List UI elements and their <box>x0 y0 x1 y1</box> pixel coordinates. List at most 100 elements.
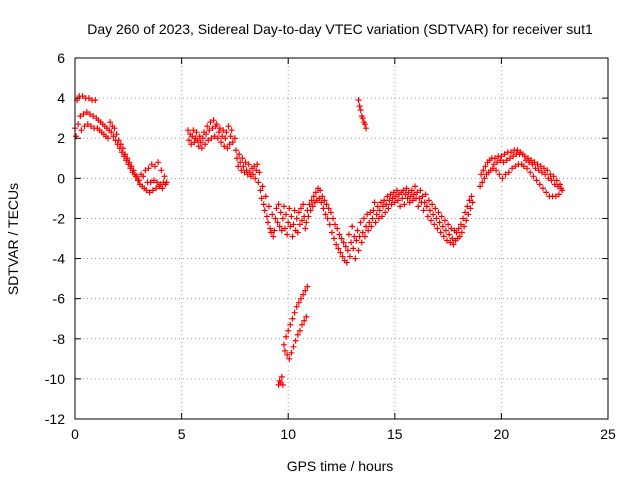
data-point <box>532 165 539 172</box>
data-point <box>408 187 415 194</box>
data-point <box>400 187 407 194</box>
data-point <box>449 235 456 242</box>
data-point <box>239 155 246 162</box>
data-point <box>442 227 449 234</box>
data-point <box>386 197 393 204</box>
data-point <box>290 343 297 350</box>
data-point <box>345 231 352 238</box>
data-point <box>339 253 346 260</box>
data-point <box>328 229 335 236</box>
data-point <box>307 207 314 214</box>
data-point <box>80 111 87 118</box>
y-tick-label: -6 <box>53 291 66 307</box>
data-point <box>202 141 209 148</box>
data-point <box>286 355 293 362</box>
data-point <box>189 133 196 140</box>
data-point <box>500 159 507 166</box>
data-point <box>159 185 166 192</box>
data-point <box>424 213 431 220</box>
data-point <box>110 133 117 140</box>
data-point <box>502 171 509 178</box>
data-point <box>222 135 229 142</box>
data-point <box>348 239 355 246</box>
data-point <box>220 127 227 134</box>
data-point <box>480 167 487 174</box>
data-point <box>155 159 162 166</box>
data-point <box>430 211 437 218</box>
data-point <box>547 171 554 178</box>
data-point <box>335 245 342 252</box>
data-point <box>333 241 340 248</box>
data-point <box>316 195 323 202</box>
data-point <box>415 203 422 210</box>
data-point <box>126 159 133 166</box>
data-point <box>267 225 274 232</box>
data-point <box>119 145 126 152</box>
data-point <box>357 107 364 114</box>
data-point <box>355 247 362 254</box>
data-point <box>388 201 395 208</box>
data-point <box>130 167 137 174</box>
data-point <box>150 177 157 184</box>
data-point <box>282 225 289 232</box>
data-point <box>551 181 558 188</box>
data-point <box>359 115 366 122</box>
data-point <box>289 315 296 322</box>
data-point <box>149 187 156 194</box>
x-tick-label: 15 <box>387 426 403 442</box>
data-point <box>528 157 535 164</box>
data-point <box>84 121 91 128</box>
data-point <box>296 327 303 334</box>
data-point <box>426 207 433 214</box>
data-point <box>203 131 210 138</box>
x-tick-label: 0 <box>71 426 79 442</box>
data-point <box>153 185 160 192</box>
data-point <box>559 187 566 194</box>
data-point <box>552 193 559 200</box>
data-point <box>421 199 428 206</box>
data-point <box>206 127 213 134</box>
data-point <box>321 197 328 204</box>
data-point <box>324 215 331 222</box>
data-point <box>435 209 442 216</box>
data-point <box>375 215 382 222</box>
data-point <box>492 155 499 162</box>
data-point <box>332 221 339 228</box>
data-point <box>440 233 447 240</box>
data-point <box>163 179 170 186</box>
data-point <box>510 153 517 160</box>
data-point <box>391 199 398 206</box>
data-point <box>326 221 333 228</box>
data-point <box>284 231 291 238</box>
axis-ticks: 0 5 10 15 20 25 -12 -10 -8 -6 -4 -2 0 2 4 6 <box>45 50 616 442</box>
data-point <box>425 197 432 204</box>
data-point <box>447 239 454 246</box>
data-point <box>191 139 198 146</box>
data-point <box>436 219 443 226</box>
data-point <box>253 167 260 174</box>
y-tick-label: 2 <box>57 130 65 146</box>
data-point <box>393 187 400 194</box>
data-point <box>154 179 161 186</box>
data-point <box>260 201 267 208</box>
data-point <box>381 197 388 204</box>
data-point <box>541 165 548 172</box>
data-point <box>369 215 376 222</box>
x-tick-label: 10 <box>280 426 296 442</box>
data-point <box>337 249 344 256</box>
data-point <box>148 161 155 168</box>
data-point <box>288 349 295 356</box>
data-point <box>198 145 205 152</box>
data-point <box>469 199 476 206</box>
data-point <box>214 135 221 142</box>
data-point <box>186 137 193 144</box>
data-point <box>258 195 265 202</box>
data-point <box>288 213 295 220</box>
data-point <box>115 137 122 144</box>
data-point <box>304 283 311 290</box>
data-point <box>85 95 92 102</box>
data-point <box>266 203 273 210</box>
data-point <box>190 127 197 134</box>
